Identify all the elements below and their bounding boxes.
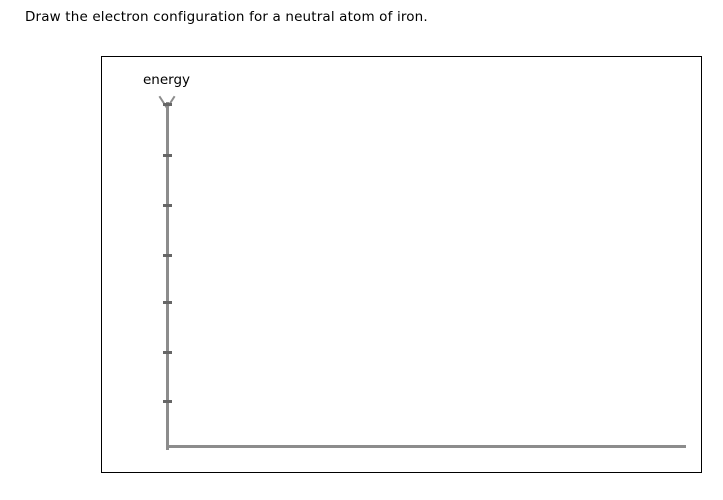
energy-axis-tick [163, 301, 172, 304]
energy-diagram-canvas[interactable]: energy [101, 56, 702, 473]
energy-axis-tick [163, 400, 172, 403]
energy-axis-tick [163, 204, 172, 207]
axes-layer: energy [102, 57, 701, 472]
energy-axis-tick [163, 254, 172, 257]
energy-axis-tick [163, 351, 172, 354]
energy-axis-line [166, 102, 169, 450]
energy-axis-tick [163, 154, 172, 157]
prompt-text: Draw the electron configuration for a ne… [25, 9, 428, 25]
energy-axis-label: energy [143, 72, 191, 88]
energy-axis-tick [163, 103, 172, 106]
baseline-axis-line [166, 445, 686, 448]
